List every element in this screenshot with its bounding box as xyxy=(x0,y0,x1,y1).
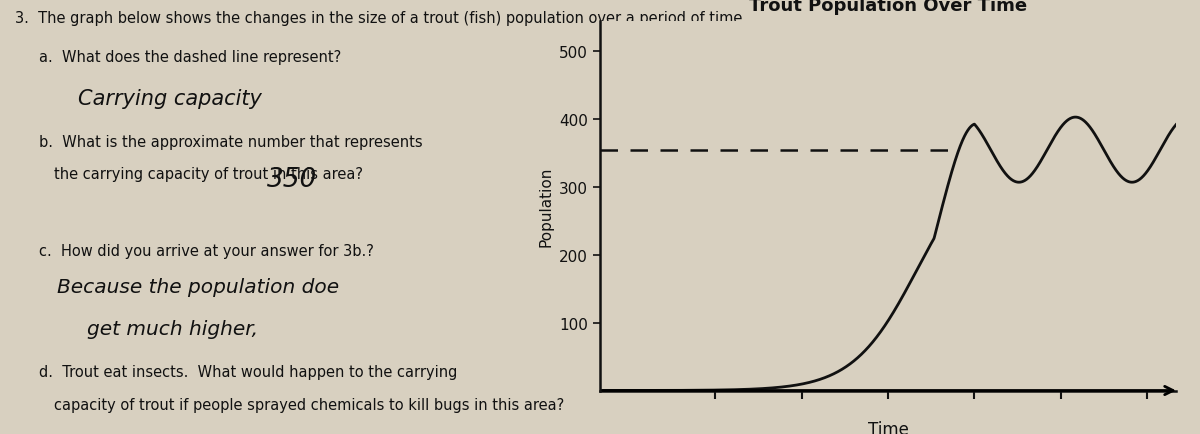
Text: a.  What does the dashed line represent?: a. What does the dashed line represent? xyxy=(38,50,341,65)
Text: get much higher,: get much higher, xyxy=(88,319,258,338)
Text: the carrying capacity of trout in this area?: the carrying capacity of trout in this a… xyxy=(54,167,364,182)
Y-axis label: Population: Population xyxy=(539,166,553,246)
Text: b.  What is the approximate number that represents: b. What is the approximate number that r… xyxy=(38,135,422,149)
Text: 350: 350 xyxy=(266,167,317,193)
Text: d.  Trout eat insects.  What would happen to the carrying: d. Trout eat insects. What would happen … xyxy=(38,365,457,379)
Title: Trout Population Over Time: Trout Population Over Time xyxy=(749,0,1027,15)
Text: c.  How did you arrive at your answer for 3b.?: c. How did you arrive at your answer for… xyxy=(38,243,374,258)
Text: Because the population doe: Because the population doe xyxy=(58,278,340,297)
Text: Carrying capacity: Carrying capacity xyxy=(78,89,262,109)
Text: capacity of trout if people sprayed chemicals to kill bugs in this area?: capacity of trout if people sprayed chem… xyxy=(54,397,564,412)
Text: 3.  The graph below shows the changes in the size of a trout (fish) population o: 3. The graph below shows the changes in … xyxy=(14,11,748,26)
Text: Time: Time xyxy=(868,420,908,434)
